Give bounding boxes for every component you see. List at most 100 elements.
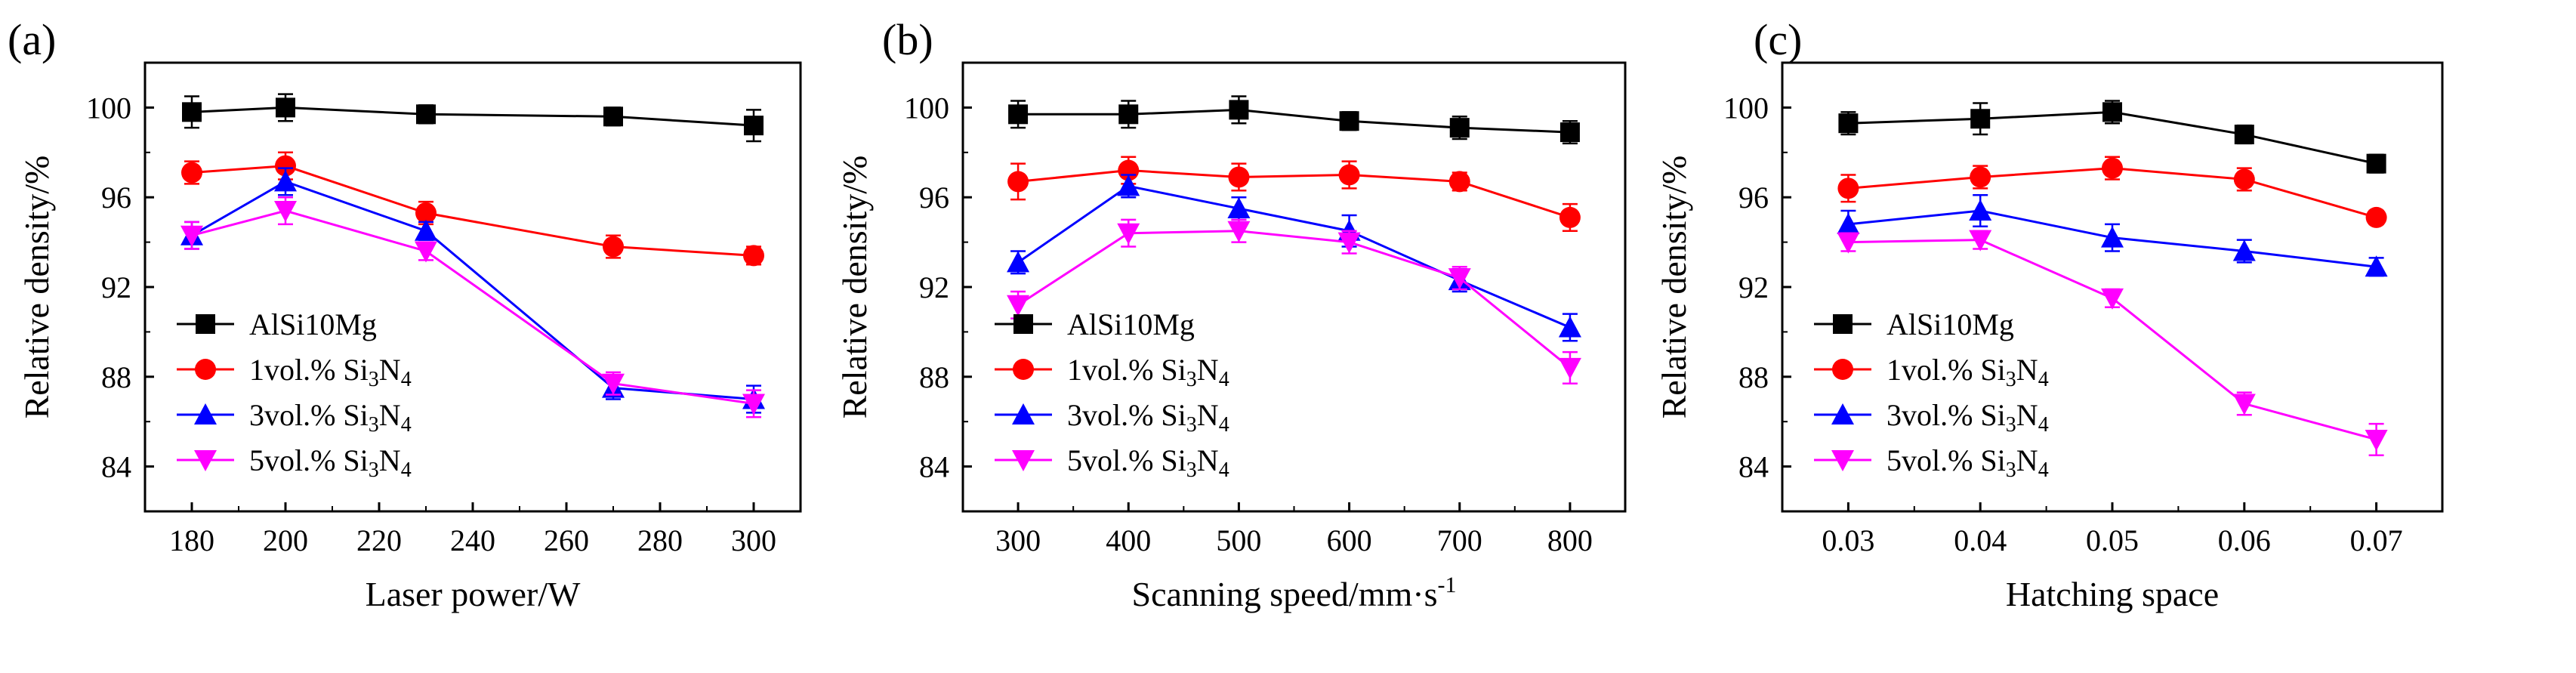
y-tick-label: 96 (101, 181, 131, 215)
legend-item: AlSi10Mg (177, 307, 377, 341)
data-point (274, 170, 297, 192)
x-tick-label: 260 (544, 523, 589, 557)
x-tick-label: 0.05 (2086, 523, 2139, 557)
data-point (415, 202, 437, 224)
legend-marker (1012, 450, 1035, 471)
panel-label: (c) (1754, 15, 1802, 64)
legend-item: 1vol.% Si3N4 (1814, 353, 2049, 391)
y-tick-label: 88 (101, 360, 131, 394)
data-point (1008, 104, 1029, 125)
data-point (1007, 251, 1030, 273)
data-point (275, 155, 296, 177)
panel-label: (a) (8, 15, 56, 64)
legend-marker (1012, 403, 1035, 424)
data-point (1448, 171, 1470, 193)
legend-label: 1vol.% Si3N4 (249, 353, 412, 391)
legend-marker (1013, 314, 1033, 334)
data-point (1117, 174, 1140, 196)
y-axis-title: Relative density/% (1655, 156, 1693, 419)
x-tick-label: 180 (169, 523, 214, 557)
legend-label: 1vol.% Si3N4 (1886, 353, 2049, 391)
data-point (1228, 166, 1250, 188)
legend-item: 5vol.% Si3N4 (1814, 443, 2049, 482)
data-point (1117, 223, 1140, 245)
data-point (415, 219, 437, 241)
x-axis-title: Laser power/W (366, 575, 581, 613)
legend-marker (1831, 450, 1854, 471)
y-tick-label: 100 (904, 91, 949, 125)
data-point (2102, 157, 2123, 179)
data-point (1448, 268, 1471, 290)
legend-marker (194, 450, 217, 471)
legend-item: 1vol.% Si3N4 (995, 353, 1229, 391)
x-tick-label: 240 (450, 523, 495, 557)
y-axis-title: Relative density/% (17, 156, 56, 419)
data-point (1970, 109, 1991, 129)
series-4 (1007, 218, 1581, 384)
data-point (1339, 111, 1359, 131)
data-point (1558, 316, 1581, 338)
legend-item: 1vol.% Si3N4 (177, 353, 412, 391)
legend-label: 3vol.% Si3N4 (1067, 398, 1229, 437)
legend-label: 3vol.% Si3N4 (1886, 398, 2049, 437)
data-point (744, 116, 764, 136)
chart-panel-1: (a) 84 88 92 96 100 180 200 220 240 260 280 300 Laser… (8, 15, 802, 613)
data-point (742, 394, 765, 415)
data-point (2101, 288, 2124, 310)
data-point (415, 241, 437, 263)
x-tick-label: 0.03 (1822, 523, 1874, 557)
legend-marker (1831, 403, 1854, 424)
data-point (2232, 394, 2256, 415)
y-tick-label: 96 (1738, 181, 1769, 215)
panel-label: (b) (882, 15, 933, 64)
y-tick-label: 100 (1723, 91, 1769, 125)
legend-marker (195, 359, 216, 380)
data-point (2365, 206, 2387, 228)
data-point (1559, 122, 1580, 143)
chart-panel-2: (b) 84 88 92 96 100 300 400 500 600 700 800 Scanning… (835, 15, 1627, 613)
data-point (1837, 212, 1860, 234)
legend: AlSi10Mg 1vol.% Si3N4 3vol.% Si3N4 5vol.% S… (177, 307, 412, 482)
legend: AlSi10Mg 1vol.% Si3N4 3vol.% Si3N4 5vol.% S… (995, 307, 1229, 482)
x-tick-label: 500 (1216, 523, 1261, 557)
y-tick-label: 88 (919, 360, 949, 394)
data-point (276, 97, 295, 118)
series-2 (1007, 156, 1581, 232)
x-axis-title: Hatching space (2006, 575, 2219, 613)
y-tick-label: 100 (86, 91, 131, 125)
series-4 (1837, 230, 2388, 456)
legend-label: AlSi10Mg (1886, 307, 2014, 341)
x-tick-label: 600 (1327, 523, 1372, 557)
data-point (180, 225, 203, 247)
data-point (1227, 197, 1251, 219)
data-point (1838, 113, 1859, 134)
series-1 (182, 93, 764, 143)
legend-label: 3vol.% Si3N4 (249, 398, 412, 437)
y-tick-label: 92 (1738, 270, 1769, 304)
legend-marker (1013, 359, 1034, 380)
data-point (416, 104, 436, 125)
y-tick-label: 84 (919, 450, 949, 484)
legend-item: AlSi10Mg (1814, 307, 2014, 341)
data-point (1969, 230, 1992, 252)
data-point (1007, 171, 1029, 193)
y-tick-label: 96 (919, 181, 949, 215)
data-point (274, 201, 297, 223)
x-tick-label: 400 (1106, 523, 1151, 557)
x-axis-title-superscript: -1 (1438, 573, 1457, 597)
legend-item: 3vol.% Si3N4 (995, 398, 1229, 437)
y-tick-label: 92 (101, 270, 131, 304)
legend-marker (1832, 359, 1853, 380)
data-point (2233, 168, 2255, 190)
series-line (1018, 108, 1570, 134)
legend-item: 3vol.% Si3N4 (177, 398, 412, 437)
series-1 (1838, 100, 2386, 174)
series-3 (1837, 193, 2388, 277)
data-point (1837, 232, 1860, 254)
chart-panel-3: (c) 84 88 92 96 100 0.03 0.04 0.05 0.06 0.07 Hatchi… (1655, 15, 2444, 613)
data-point (2101, 226, 2124, 248)
x-axis-title: Scanning speed/mm·s-1 (1132, 573, 1457, 613)
data-point (1559, 206, 1581, 228)
data-point (1837, 178, 1859, 199)
